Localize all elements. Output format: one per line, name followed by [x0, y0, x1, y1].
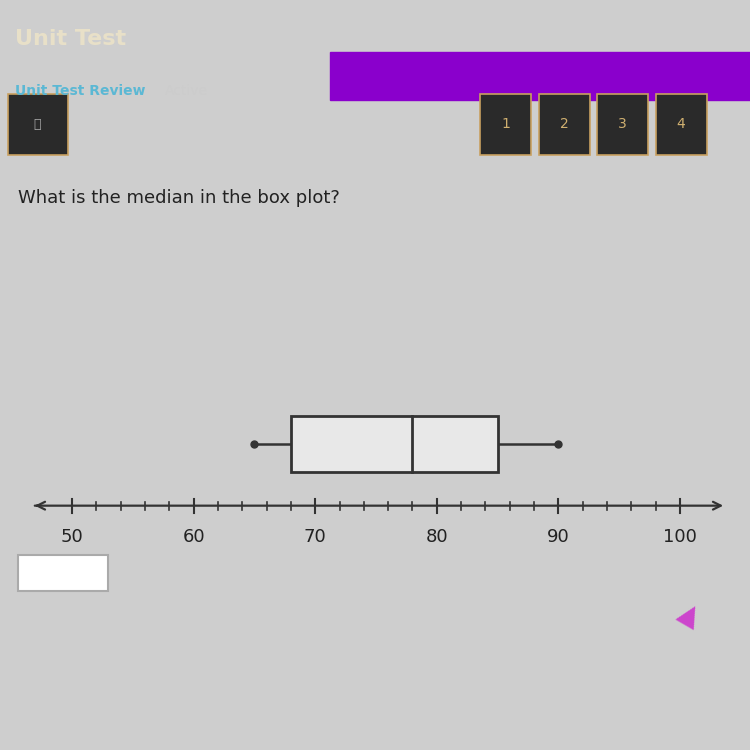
- Text: 50: 50: [61, 528, 83, 546]
- Text: What is the median in the box plot?: What is the median in the box plot?: [18, 189, 340, 207]
- Text: 60: 60: [182, 528, 205, 546]
- Bar: [597, 94, 648, 154]
- Text: 100: 100: [663, 528, 697, 546]
- Bar: [291, 416, 497, 472]
- Text: 70: 70: [304, 528, 326, 546]
- Text: ▲: ▲: [674, 597, 706, 632]
- Text: 2: 2: [560, 117, 568, 131]
- Bar: [538, 94, 590, 154]
- Bar: [480, 94, 531, 154]
- Text: 4: 4: [676, 117, 686, 131]
- Text: 80: 80: [425, 528, 448, 546]
- Bar: [656, 94, 706, 154]
- Text: 🔒: 🔒: [34, 118, 41, 130]
- Bar: [8, 94, 68, 154]
- Text: Unit Test Review: Unit Test Review: [15, 84, 146, 98]
- Bar: [18, 555, 108, 591]
- Text: 1: 1: [501, 117, 510, 131]
- Text: Active: Active: [165, 84, 208, 98]
- Text: 3: 3: [618, 117, 627, 131]
- Text: Unit Test: Unit Test: [15, 29, 126, 49]
- Bar: [330, 52, 750, 100]
- Text: 90: 90: [547, 528, 570, 546]
